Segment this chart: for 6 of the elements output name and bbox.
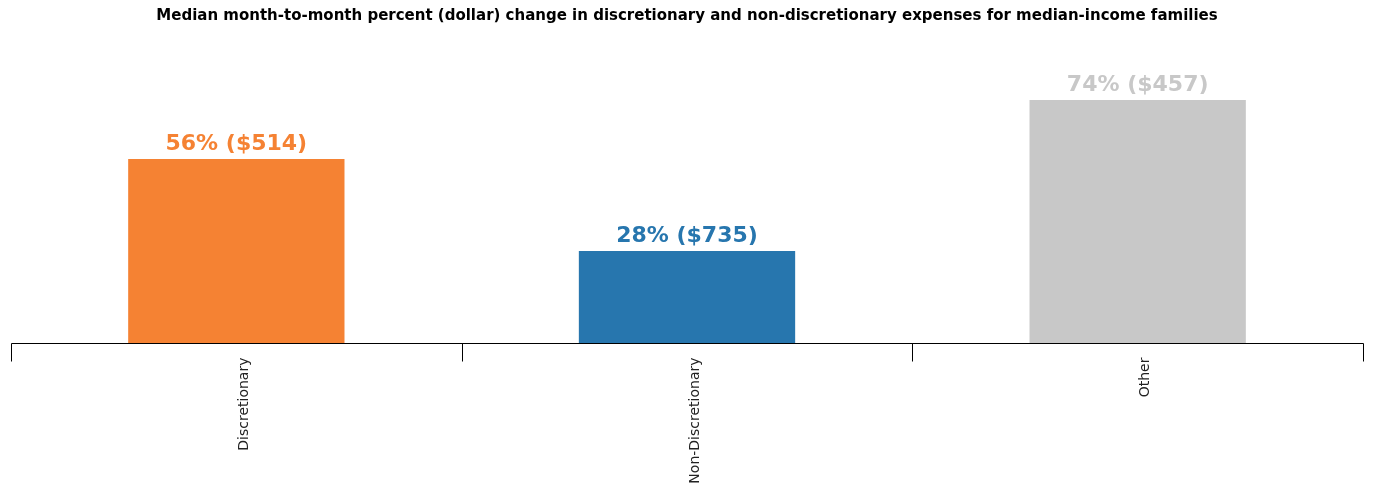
data-label: 28% ($735)	[616, 222, 758, 248]
x-tick-label: Discretionary	[234, 357, 251, 451]
x-tick-label: Other	[1136, 357, 1153, 398]
data-label: 56% ($514)	[165, 130, 308, 156]
x-tick-label: Non-Discretionary	[685, 357, 702, 484]
chart-title: Median month-to-month percent (dollar) change in discretionary and non-discretionary expenses for median-income families	[156, 6, 1218, 24]
